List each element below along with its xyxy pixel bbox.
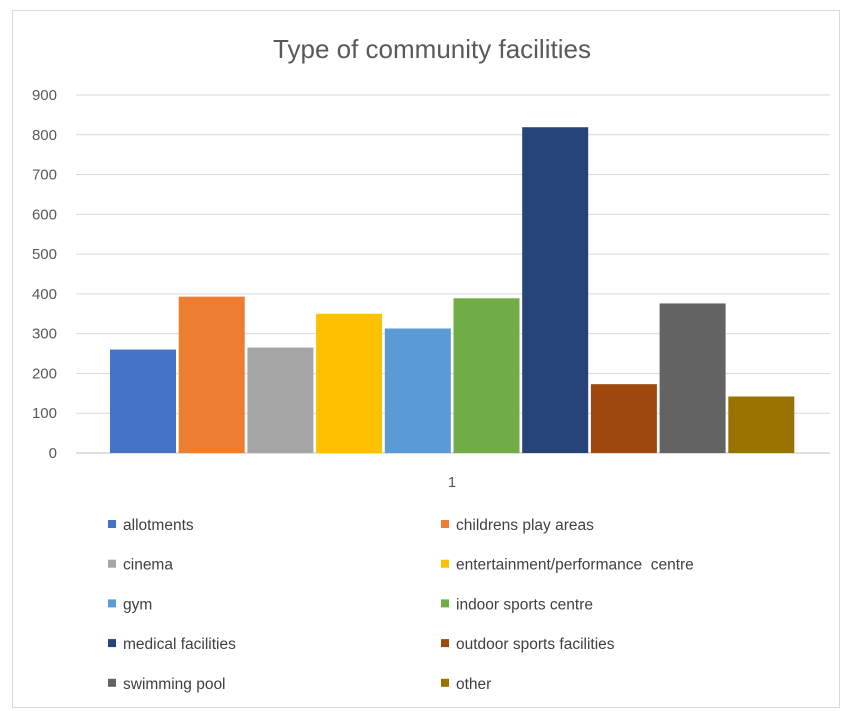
legend-swatch: [441, 639, 449, 648]
bar-swimming-pool: [659, 303, 726, 453]
bar-entertainment-performance-centre: [316, 313, 383, 453]
legend-swatch: [108, 599, 116, 608]
legend-swatch: [441, 599, 449, 608]
bar-medical-facilities: [522, 127, 589, 453]
legend-swatch: [108, 559, 116, 568]
legend-label: gym: [123, 596, 152, 613]
legend-swatch: [441, 520, 449, 528]
y-axis-ticks: 0 100 200 300 400 500 600 700 800 900: [32, 87, 57, 462]
legend-label: entertainment/performance centre: [456, 557, 694, 574]
legend-label: childrens play areas: [456, 517, 594, 534]
bar-gym: [384, 328, 451, 453]
bar-outdoor-sports-facilities: [590, 384, 657, 453]
y-tick-label: 100: [32, 405, 57, 422]
legend-label: allotments: [123, 517, 194, 534]
chart-title: Type of community facilities: [273, 34, 591, 64]
bars: [110, 127, 795, 453]
y-tick-label: 700: [32, 167, 57, 184]
y-tick-label: 600: [32, 206, 57, 223]
y-tick-label: 900: [32, 87, 57, 104]
y-tick-label: 300: [32, 326, 57, 343]
y-tick-label: 500: [32, 246, 57, 263]
y-tick-label: 400: [32, 286, 57, 303]
bar-allotments: [110, 349, 176, 453]
bar-childrens-play-areas: [178, 296, 245, 453]
legend-swatch: [108, 639, 116, 648]
legend-label: other: [456, 676, 491, 693]
x-tick-label: 1: [448, 474, 456, 491]
bar-indoor-sports-centre: [453, 298, 520, 453]
bar-other: [728, 396, 795, 453]
legend: allotments childrens play areas cinema ente…: [108, 517, 694, 693]
legend-label: medical facilities: [123, 636, 236, 653]
y-tick-label: 800: [32, 127, 57, 144]
bar-cinema: [247, 347, 314, 453]
legend-swatch: [441, 559, 449, 568]
legend-label: indoor sports centre: [456, 596, 593, 613]
legend-label: outdoor sports facilities: [456, 636, 615, 653]
x-axis-ticks: 1: [448, 474, 456, 491]
legend-swatch: [441, 678, 449, 687]
legend-label: swimming pool: [123, 676, 226, 693]
legend-swatch: [108, 678, 116, 687]
y-tick-label: 0: [49, 445, 57, 462]
legend-swatch: [108, 520, 116, 528]
legend-label: cinema: [123, 557, 173, 574]
y-tick-label: 200: [32, 365, 57, 382]
